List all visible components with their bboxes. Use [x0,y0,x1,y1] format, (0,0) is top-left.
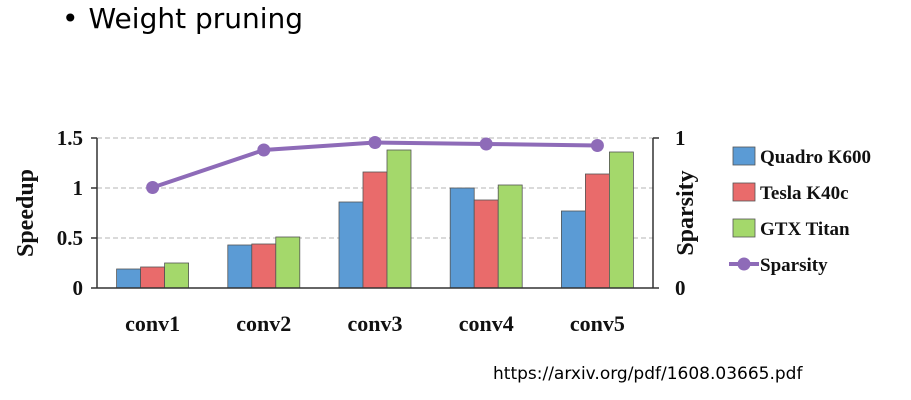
bars-layer [116,149,634,289]
legend-line-marker [737,257,751,271]
axes-layer: 0 0.5 1 1.5 0 1 conv1 conv2 conv3 conv4 conv5 Speed… [13,126,699,336]
sparsity-point [479,137,493,151]
y-tick-label: 1.5 [57,126,83,150]
y2-axis-title: Sparsity [673,170,699,255]
bar-quadro-k600 [338,201,364,289]
y2-tick-label: 1 [675,126,686,150]
x-tick-label: conv3 [348,311,403,336]
bar-gtx-titan [164,262,190,289]
slide-title: Weight pruning [88,2,304,35]
sparsity-point [368,136,382,149]
bar-quadro-k600 [227,244,253,289]
y-tick-label: 0.5 [57,226,83,250]
bar-tesla-k40c [362,171,388,289]
sparsity-line-layer [146,136,604,194]
sparsity-point [257,143,271,157]
legend-label: Sparsity [760,255,828,276]
grid-layer [97,137,653,239]
bar-gtx-titan [386,149,412,289]
x-tick-label: conv5 [570,311,625,336]
y-tick-label: 0 [73,276,84,300]
bar-tesla-k40c [251,243,277,289]
bar-gtx-titan [275,236,301,289]
bar-gtx-titan [609,151,634,289]
source-url: https://arxiv.org/pdf/1608.03665.pdf [493,364,803,384]
legend-swatch [732,218,756,238]
sparsity-point [590,139,604,152]
legend-label: Quadro K600 [760,147,871,168]
y-axis-title: Speedup [13,169,39,257]
legend-swatch [732,146,756,166]
bar-quadro-k600 [561,210,586,289]
legend-label: GTX Titan [760,219,850,240]
y-tick-label: 1 [73,176,84,200]
slide-bullet: • Weight pruning [62,2,303,35]
bar-tesla-k40c [140,266,166,289]
x-tick-label: conv1 [125,311,180,336]
bar-quadro-k600 [449,187,475,289]
sparsity-point [146,181,160,194]
bar-gtx-titan [497,184,523,289]
bar-quadro-k600 [116,268,141,289]
bar-tesla-k40c [473,199,499,289]
legend-label: Tesla K40c [760,183,849,204]
x-tick-label: conv4 [459,311,514,336]
bullet-dot: • [62,2,79,35]
bar-tesla-k40c [585,173,610,289]
legend: Quadro K600 Tesla K40c GTX Titan Sparsity [729,146,871,276]
legend-swatch [732,182,756,202]
x-tick-label: conv2 [236,311,291,336]
y2-tick-label: 0 [675,276,686,300]
